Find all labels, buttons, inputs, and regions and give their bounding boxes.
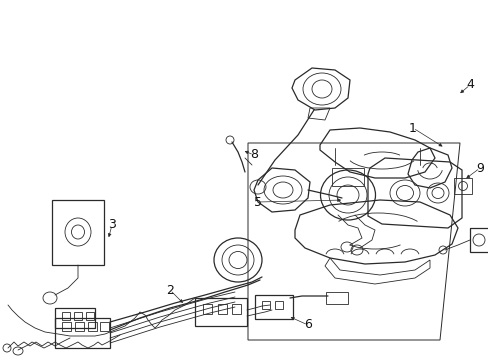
Bar — [88, 322, 97, 331]
Text: 8: 8 — [249, 148, 258, 162]
Bar — [218, 304, 226, 314]
Bar — [62, 312, 70, 320]
Bar — [254, 295, 292, 319]
Bar — [231, 304, 241, 314]
Text: 4: 4 — [465, 78, 473, 91]
Bar — [100, 322, 109, 331]
Bar — [55, 318, 110, 348]
Bar — [325, 292, 347, 304]
Bar — [331, 168, 363, 186]
Text: 1: 1 — [408, 122, 416, 135]
Bar — [453, 178, 471, 194]
Text: 9: 9 — [475, 162, 483, 175]
Bar — [75, 322, 84, 331]
Bar — [195, 298, 246, 326]
Text: 6: 6 — [304, 319, 311, 332]
Bar — [469, 228, 488, 252]
Bar — [203, 304, 212, 314]
Bar — [55, 308, 95, 328]
Bar — [74, 312, 82, 320]
Text: 2: 2 — [166, 284, 174, 297]
Text: 5: 5 — [253, 195, 262, 208]
Bar — [62, 322, 71, 331]
Bar — [274, 301, 283, 309]
Bar — [86, 312, 94, 320]
Bar — [52, 200, 104, 265]
Bar — [262, 301, 269, 309]
Text: 3: 3 — [108, 219, 116, 231]
